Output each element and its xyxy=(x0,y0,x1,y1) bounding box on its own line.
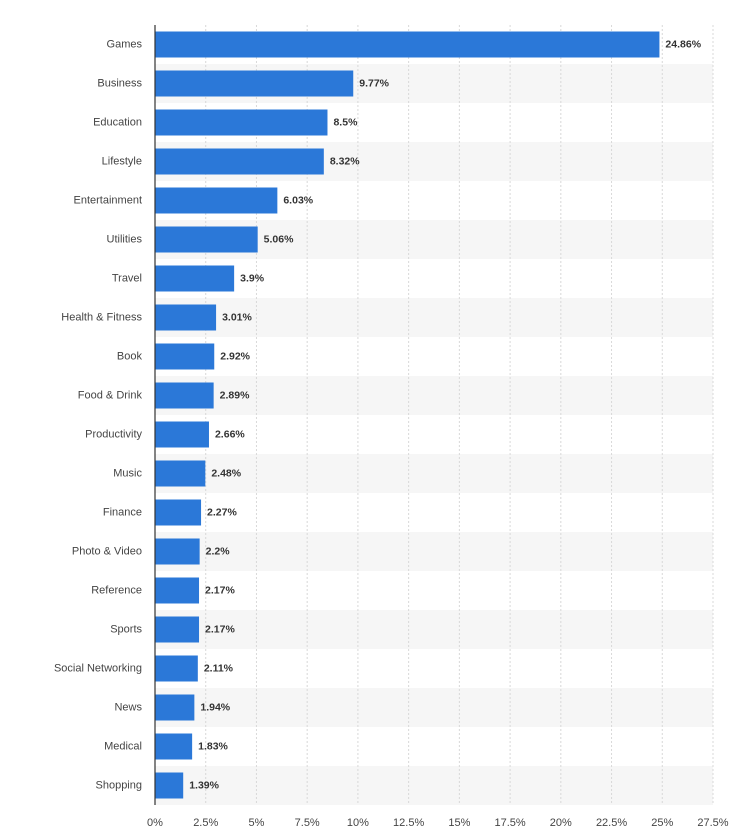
value-label: 1.94% xyxy=(200,701,230,713)
x-tick-label: 0% xyxy=(147,817,163,829)
y-tick-label: Book xyxy=(117,350,143,362)
y-tick-label: Games xyxy=(107,38,143,50)
y-tick-label: Shopping xyxy=(96,779,143,791)
row-stripe xyxy=(155,766,713,805)
bar xyxy=(155,616,200,643)
bar xyxy=(155,421,209,448)
x-tick-label: 20% xyxy=(550,817,572,829)
bar xyxy=(155,187,278,214)
x-tick-label: 22.5% xyxy=(596,817,627,829)
value-label: 5.06% xyxy=(264,233,294,245)
value-label: 3.9% xyxy=(240,272,265,284)
value-label: 8.5% xyxy=(333,116,358,128)
row-stripe xyxy=(155,688,713,727)
x-tick-label: 27.5% xyxy=(697,817,728,829)
bar xyxy=(155,148,324,175)
value-label: 1.83% xyxy=(198,740,228,752)
bar xyxy=(155,772,184,799)
bar xyxy=(155,460,206,487)
y-tick-label: Productivity xyxy=(85,428,142,440)
y-tick-label: Business xyxy=(97,77,142,89)
x-tick-label: 15% xyxy=(448,817,470,829)
y-tick-label: Medical xyxy=(104,740,142,752)
y-tick-label: Reference xyxy=(91,584,142,596)
bar xyxy=(155,109,328,136)
y-tick-label: Food & Drink xyxy=(78,389,143,401)
value-label: 8.32% xyxy=(330,155,360,167)
y-tick-label: Entertainment xyxy=(74,194,142,206)
row-stripe xyxy=(155,298,713,337)
y-tick-label: Photo & Video xyxy=(72,545,142,557)
y-tick-label: Finance xyxy=(103,506,142,518)
y-tick-label: Travel xyxy=(112,272,142,284)
y-tick-label: Sports xyxy=(110,623,142,635)
bar xyxy=(155,694,195,721)
bar xyxy=(155,70,354,97)
x-tick-label: 7.5% xyxy=(295,817,320,829)
y-tick-label: Social Networking xyxy=(54,662,142,674)
bar xyxy=(155,304,217,331)
value-label: 2.48% xyxy=(211,467,241,479)
row-stripe xyxy=(155,532,713,571)
x-tick-label: 5% xyxy=(249,817,265,829)
bar xyxy=(155,499,202,526)
x-tick-label: 12.5% xyxy=(393,817,424,829)
bar xyxy=(155,31,660,58)
bar xyxy=(155,343,215,370)
x-tick-label: 17.5% xyxy=(494,817,525,829)
value-label: 6.03% xyxy=(283,194,313,206)
value-label: 2.11% xyxy=(204,662,234,674)
bar xyxy=(155,265,235,292)
bar xyxy=(155,655,198,682)
value-label: 2.17% xyxy=(205,584,235,596)
value-label: 24.86% xyxy=(665,38,701,50)
x-tick-label: 2.5% xyxy=(193,817,218,829)
y-tick-label: Lifestyle xyxy=(102,155,142,167)
value-label: 2.66% xyxy=(215,428,245,440)
x-tick-label: 10% xyxy=(347,817,369,829)
y-tick-label: Education xyxy=(93,116,142,128)
bar xyxy=(155,226,258,253)
bar xyxy=(155,538,200,565)
bar xyxy=(155,577,200,604)
y-tick-label: News xyxy=(114,701,142,713)
bar xyxy=(155,382,214,409)
x-tick-label: 25% xyxy=(651,817,673,829)
value-label: 3.01% xyxy=(222,311,252,323)
bar xyxy=(155,733,193,760)
y-tick-label: Health & Fitness xyxy=(61,311,142,323)
y-tick-label: Utilities xyxy=(107,233,143,245)
value-label: 2.92% xyxy=(220,350,250,362)
value-label: 2.17% xyxy=(205,623,235,635)
value-label: 1.39% xyxy=(189,779,219,791)
row-stripe xyxy=(155,610,713,649)
value-label: 2.27% xyxy=(207,506,237,518)
row-stripe xyxy=(155,376,713,415)
value-label: 9.77% xyxy=(359,77,389,89)
value-label: 2.89% xyxy=(220,389,250,401)
value-label: 2.2% xyxy=(206,545,231,557)
row-stripe xyxy=(155,454,713,493)
y-tick-label: Music xyxy=(113,467,142,479)
